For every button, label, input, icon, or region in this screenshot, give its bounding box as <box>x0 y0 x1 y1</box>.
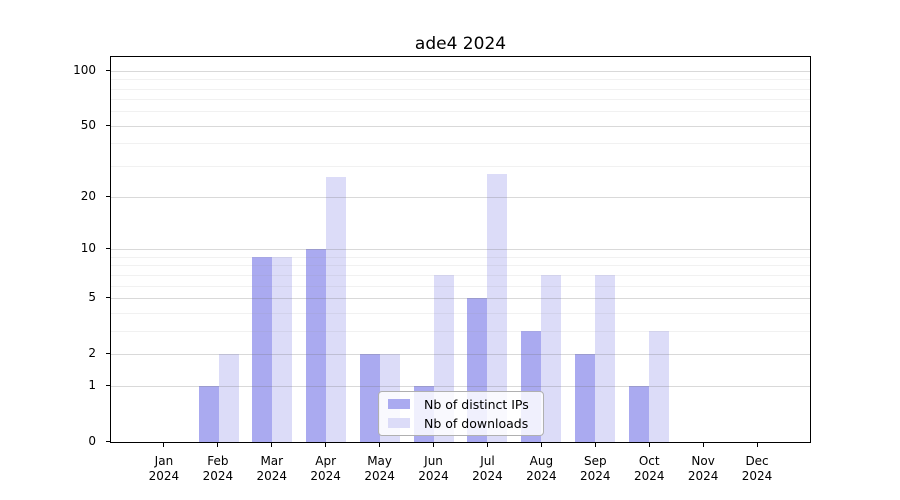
x-tick-label: Jul 2024 <box>472 454 503 483</box>
legend: Nb of distinct IPs Nb of downloads <box>378 391 544 436</box>
y-tick-label: 20 <box>80 189 96 204</box>
bar-nb-of-downloads <box>326 176 347 442</box>
legend-item: Nb of downloads <box>388 416 543 431</box>
x-tick-label: May 2024 <box>364 454 395 483</box>
y-axis: 0 1 2 5 10 20 50 100 <box>0 56 110 448</box>
y-tick-mark <box>106 124 110 126</box>
bar-nb-of-distinct-ips <box>628 386 649 442</box>
legend-swatch <box>388 418 410 428</box>
x-tick-mark <box>379 443 381 447</box>
x-tick-mark <box>271 443 273 447</box>
bar-nb-of-distinct-ips <box>252 256 273 442</box>
y-tick-mark <box>106 69 110 71</box>
y-tick-label: 50 <box>80 117 96 132</box>
x-tick-mark <box>486 443 488 447</box>
chart-title: ade4 2024 <box>414 34 507 54</box>
x-tick-label: Oct 2024 <box>633 454 665 483</box>
bar-nb-of-downloads <box>218 353 239 442</box>
y-tick-mark <box>106 385 110 387</box>
y-tick-mark <box>106 248 110 250</box>
x-tick-mark <box>163 443 165 447</box>
y-tick-label: 5 <box>88 289 96 304</box>
legend-label: Nb of distinct IPs <box>424 396 529 412</box>
x-tick-label: Jan 2024 <box>148 454 180 483</box>
x-tick-mark <box>648 443 650 447</box>
y-tick-label: 1 <box>88 378 96 393</box>
x-tick-label: Dec 2024 <box>741 454 773 483</box>
x-tick-mark <box>217 443 219 447</box>
legend-item: Nb of distinct IPs <box>388 397 543 412</box>
x-axis: Jan 2024 Feb 2024 Mar 2024 Apr 2024 May 2024 Jun 20… <box>110 443 811 500</box>
legend-swatch <box>388 399 410 409</box>
x-tick-mark <box>756 443 758 447</box>
bar-nb-of-downloads <box>541 274 562 442</box>
x-tick-label: Feb 2024 <box>202 454 234 483</box>
x-tick-label: Nov 2024 <box>687 454 719 483</box>
legend-label: Nb of downloads <box>424 415 529 431</box>
x-tick-mark <box>325 443 327 447</box>
plot-area: Nb of distinct IPs Nb of downloads <box>110 56 811 443</box>
x-tick-mark <box>594 443 596 447</box>
y-tick-label: 2 <box>88 345 96 360</box>
x-tick-label: Mar 2024 <box>256 454 288 483</box>
bar-nb-of-distinct-ips <box>574 353 595 442</box>
bar-nb-of-distinct-ips <box>359 353 380 442</box>
x-tick-mark <box>702 443 704 447</box>
x-tick-label: Sep 2024 <box>580 454 611 483</box>
bar-nb-of-distinct-ips <box>306 249 327 442</box>
bar-nb-of-downloads <box>272 256 293 442</box>
bar-nb-of-downloads <box>594 274 615 442</box>
y-tick-mark <box>106 296 110 298</box>
x-tick-label: Jun 2024 <box>418 454 449 483</box>
bar-nb-of-distinct-ips <box>198 386 219 442</box>
y-tick-mark <box>106 441 110 442</box>
y-tick-mark <box>106 196 110 198</box>
bars <box>111 57 810 442</box>
x-tick-label: Apr 2024 <box>310 454 341 483</box>
y-tick-mark <box>106 352 110 354</box>
bar-nb-of-downloads <box>487 174 508 442</box>
y-tick-label: 0 <box>88 434 96 448</box>
y-tick-label: 100 <box>73 62 96 77</box>
bar-nb-of-downloads <box>648 330 669 442</box>
x-tick-mark <box>540 443 542 447</box>
x-tick-label: Aug 2024 <box>526 454 557 483</box>
y-tick-label: 10 <box>80 241 96 256</box>
x-tick-mark <box>433 443 435 447</box>
